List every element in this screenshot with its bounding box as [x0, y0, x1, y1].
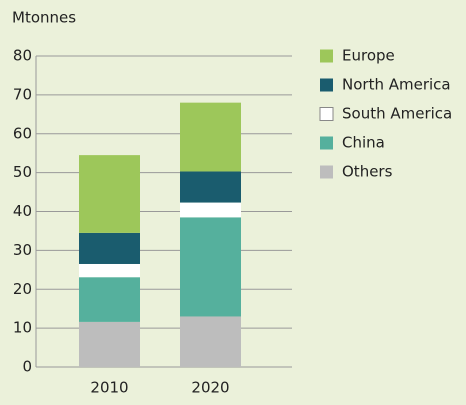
legend-swatch: [319, 107, 334, 121]
bar-segment: [79, 277, 140, 322]
y-tick-label: 20: [13, 280, 32, 298]
legend-label: Europe: [342, 47, 395, 65]
y-tick-label: 40: [13, 202, 32, 220]
legend-label: China: [342, 134, 385, 152]
y-tick-label: 80: [13, 47, 32, 65]
x-tick-label: 2020: [191, 379, 229, 397]
bar-segment: [180, 202, 241, 218]
y-tick-label: 0: [22, 358, 32, 376]
bar-segment: [180, 217, 241, 317]
legend-label: North America: [342, 76, 451, 94]
bar-segment: [180, 102, 241, 172]
legend-label: South America: [342, 105, 452, 123]
legend-label: Others: [342, 163, 393, 181]
bar-segment: [79, 155, 140, 233]
legend-swatch: [320, 165, 333, 179]
y-tick-label: 70: [13, 85, 32, 103]
bar-segment: [180, 316, 241, 367]
legend-swatch: [320, 49, 333, 63]
y-tick-label: 50: [13, 163, 32, 181]
bar-segment: [79, 232, 140, 264]
y-tick-label: 60: [13, 124, 32, 142]
bar-segment: [79, 263, 140, 278]
bar-segment: [79, 321, 140, 367]
y-tick-label: 30: [13, 241, 32, 259]
y-tick-label: 10: [13, 319, 32, 337]
bar-segment: [180, 171, 241, 203]
legend-swatch: [320, 136, 333, 150]
x-tick-label: 2010: [90, 379, 128, 397]
chart-title: Mtonnes: [12, 9, 76, 27]
legend-swatch: [320, 78, 333, 92]
